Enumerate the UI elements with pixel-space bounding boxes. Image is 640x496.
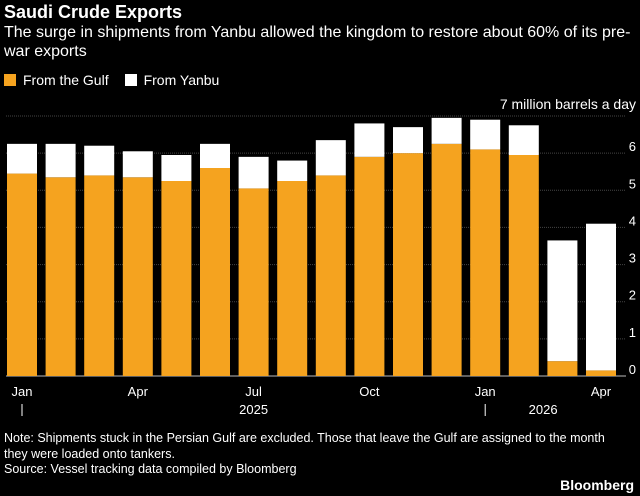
x-tick-label: Jan [475,384,496,399]
chart-title: Saudi Crude Exports [4,2,183,22]
legend-label-yanbu: From Yanbu [143,72,220,88]
bar-yanbu [84,145,115,176]
footnote: Note: Shipments stuck in the Persian Gul… [4,431,605,461]
legend-label-gulf: From the Gulf [23,72,109,88]
bar-gulf [122,177,153,376]
bar-gulf [238,188,269,376]
chart-subtitle: The surge in shipments from Yanbu allowe… [4,24,631,60]
bar-gulf [470,149,501,376]
y-tick-label: 3 [629,251,636,266]
bar-yanbu [431,117,462,144]
bar-yanbu [238,156,269,189]
bar-yanbu [161,155,192,181]
y-tick-label: 6 [629,139,636,154]
legend-item-yanbu: From Yanbu [124,72,220,88]
bar-gulf [45,177,76,376]
x-tick-label: Oct [359,384,380,399]
bar-yanbu [393,127,423,154]
bar-gulf [547,361,578,376]
bar-yanbu [586,223,616,371]
bar-yanbu [45,143,76,178]
bar-gulf [315,175,346,376]
x-tick-label: Apr [591,384,612,399]
legend-swatch-yanbu [124,74,137,86]
bar-gulf [200,168,230,376]
legend-item-gulf: From the Gulf [4,72,109,88]
bar-yanbu [122,151,153,178]
x-tick-label: Jul [245,384,262,399]
y-tick-label: 0 [629,362,636,377]
bar-gulf [84,175,115,376]
legend-swatch-gulf [4,74,16,86]
bar-gulf [508,155,539,376]
bar-chart: 0 1 2 3 4 5 6 Jan Apr Jul Oct Jan Apr 2025 2026 [6,115,636,417]
y-tick-label: 4 [629,213,636,228]
y-tick-label: 5 [629,176,636,191]
x-tick-label: Apr [128,384,149,399]
y-tick-label: 2 [629,288,636,303]
unit-label: 7 million barrels a day [499,96,636,112]
year-label: 2026 [529,402,558,417]
bar-yanbu [7,143,37,174]
source-note: Source: Vessel tracking data compiled by… [4,462,297,476]
bar-gulf [161,181,192,376]
bar-gulf [431,143,462,376]
year-label: 2025 [239,402,268,417]
bar-gulf [277,181,308,376]
bar-yanbu [315,140,346,176]
x-tick-label: Jan [12,384,33,399]
bar-gulf [7,173,37,376]
bar-yanbu [508,125,539,155]
bar-yanbu [277,160,308,181]
y-tick-label: 1 [629,325,636,340]
bloomberg-logo: Bloomberg [560,477,634,493]
legend: From the Gulf From Yanbu [4,72,235,88]
bar-gulf [586,370,616,376]
bar-yanbu [470,119,501,150]
bar-gulf [354,156,385,376]
bar-gulf [393,153,423,376]
bar-yanbu [354,123,385,157]
bar-yanbu [547,240,578,362]
bar-yanbu [200,143,230,168]
